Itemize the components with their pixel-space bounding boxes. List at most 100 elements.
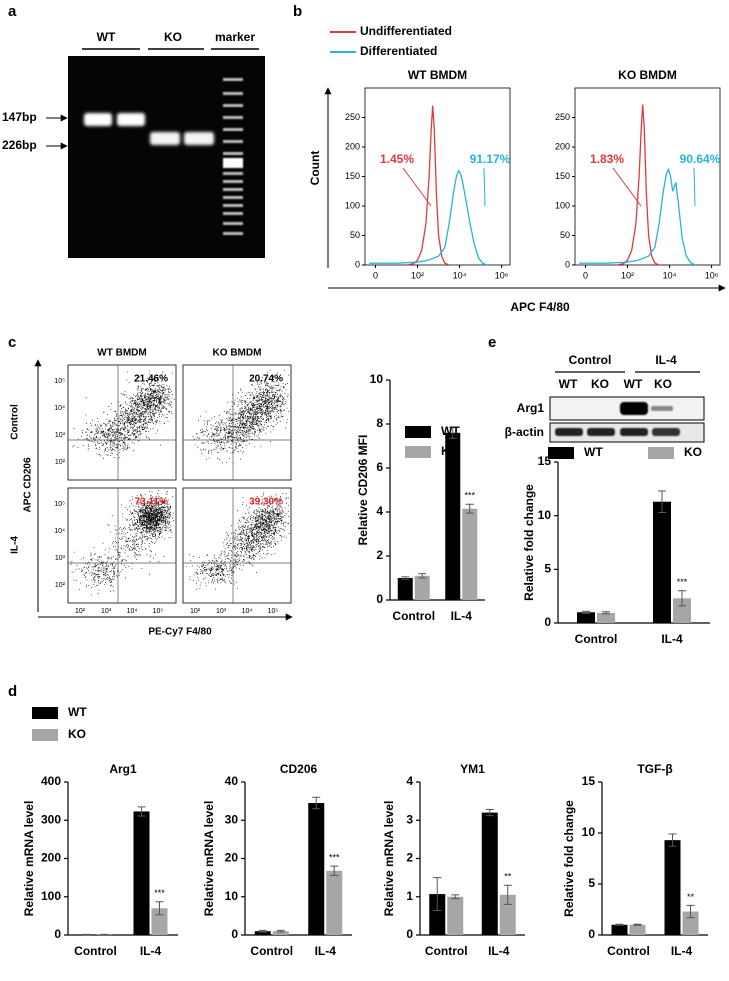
x-tick-label: 10⁶ — [705, 270, 719, 280]
y-tick-label: 2 — [376, 548, 383, 562]
y-tick-label: 20 — [225, 851, 239, 865]
y-tick-label: 100 — [555, 200, 570, 210]
y-tick-label: 250 — [555, 112, 570, 122]
y-tick-label: 200 — [345, 141, 360, 151]
y-tick-label: 2 — [406, 851, 413, 865]
x-tick-label: Control — [575, 632, 618, 646]
error-bar — [448, 426, 457, 439]
x-tick-label: 0 — [373, 270, 378, 280]
y-axis-label: Count — [308, 151, 322, 186]
y-axis-label: Relative fold change — [562, 800, 576, 917]
lane-label: WT — [97, 30, 116, 44]
quadrant-percentage: 39.30% — [249, 497, 283, 508]
y-tick-label: 0 — [565, 259, 570, 269]
chart-title: CD206 — [280, 762, 318, 776]
error-bar — [312, 796, 321, 810]
panel-label: e — [488, 334, 496, 351]
significance-label: *** — [329, 853, 340, 863]
gate-label: 90.64% — [680, 152, 721, 166]
y-tick-label: 100 — [41, 889, 61, 903]
x-tick-label: 10⁴ — [242, 608, 253, 615]
group-label: Control — [569, 353, 612, 367]
x-tick-label: 0 — [583, 270, 588, 280]
gel-image — [68, 56, 265, 258]
y-axis-label: Relative fold change — [522, 484, 536, 601]
group-label: IL-4 — [655, 353, 677, 367]
y-tick-label: 10⁵ — [54, 378, 65, 385]
lane-label: WT — [624, 377, 643, 391]
legend-swatch — [32, 707, 58, 719]
y-tick-label: 30 — [225, 812, 239, 826]
y-tick-label: 10² — [55, 459, 66, 466]
bar — [272, 931, 289, 935]
x-tick-label: Control — [607, 944, 650, 958]
x-tick-label: 10² — [621, 270, 634, 280]
bar — [597, 612, 615, 623]
dot-plot-frame — [182, 487, 292, 604]
x-tick-label: Control — [425, 944, 468, 958]
blot-panel: Control IL-4 WT KO WT KO Arg1 β-actin — [505, 353, 705, 443]
legend-label: Differentiated — [360, 44, 437, 58]
x-tick-label: 10² — [75, 608, 86, 615]
bar — [429, 894, 446, 935]
error-bar — [582, 610, 590, 614]
gate-label: 1.83% — [590, 152, 624, 166]
dot-cloud — [72, 370, 175, 459]
row-label: Control — [10, 404, 21, 440]
error-bar — [503, 884, 512, 905]
y-tick-label: 4 — [376, 504, 383, 518]
error-bar — [678, 590, 686, 607]
x-tick-label: Control — [250, 944, 293, 958]
y-axis-label: Relative mRNA level — [382, 801, 396, 917]
x-tick-label: 10⁴ — [127, 608, 138, 615]
bar — [414, 575, 430, 600]
x-tick-label: 10² — [411, 270, 424, 280]
bar — [481, 812, 498, 935]
error-bar — [451, 894, 460, 900]
x-tick-label: IL-4 — [488, 944, 510, 958]
legend-label: WT — [584, 445, 603, 459]
panel-label: b — [293, 3, 302, 20]
x-tick-label: 10⁶ — [495, 270, 509, 280]
bar — [308, 803, 325, 935]
y-tick-label: 250 — [345, 112, 360, 122]
error-bar — [418, 573, 427, 579]
y-tick-label: 10 — [225, 889, 239, 903]
y-tick-label: 200 — [555, 141, 570, 151]
y-tick-label: 15 — [538, 454, 552, 468]
legend-swatch — [648, 447, 674, 459]
series-line — [579, 167, 696, 266]
x-tick-label: IL-4 — [140, 944, 162, 958]
size-label: 226bp — [2, 138, 37, 152]
significance-label: ** — [687, 892, 695, 902]
bar — [673, 598, 691, 623]
y-tick-label: 150 — [345, 171, 360, 181]
legend-label: WT — [68, 705, 87, 719]
y-axis-label: Relative CD206 MFI — [356, 435, 370, 546]
x-tick-label: 10⁴ — [453, 270, 467, 280]
y-tick-label: 100 — [345, 200, 360, 210]
dot-plot-frame — [67, 364, 177, 481]
significance-label: *** — [464, 491, 475, 501]
y-tick-label: 8 — [376, 416, 383, 430]
size-label: 147bp — [2, 110, 37, 124]
error-bar — [485, 809, 494, 817]
dot-cloud — [185, 492, 290, 590]
y-tick-label: 3 — [406, 812, 413, 826]
bar — [447, 896, 464, 935]
y-tick-label: 10 — [370, 372, 384, 386]
lane-label: WT — [559, 377, 578, 391]
bar — [254, 931, 271, 935]
y-tick-label: 10⁴ — [54, 405, 65, 412]
bar — [611, 924, 628, 935]
significance-label: ** — [504, 872, 512, 882]
x-tick-label: Control — [74, 944, 117, 958]
significance-label: *** — [154, 888, 165, 898]
gate-arrow — [612, 167, 642, 207]
error-bar — [658, 490, 666, 513]
error-bar — [401, 576, 410, 580]
gate-arrow — [693, 167, 696, 207]
row-label: β-actin — [505, 425, 544, 439]
x-tick-label: 10⁵ — [153, 608, 164, 615]
